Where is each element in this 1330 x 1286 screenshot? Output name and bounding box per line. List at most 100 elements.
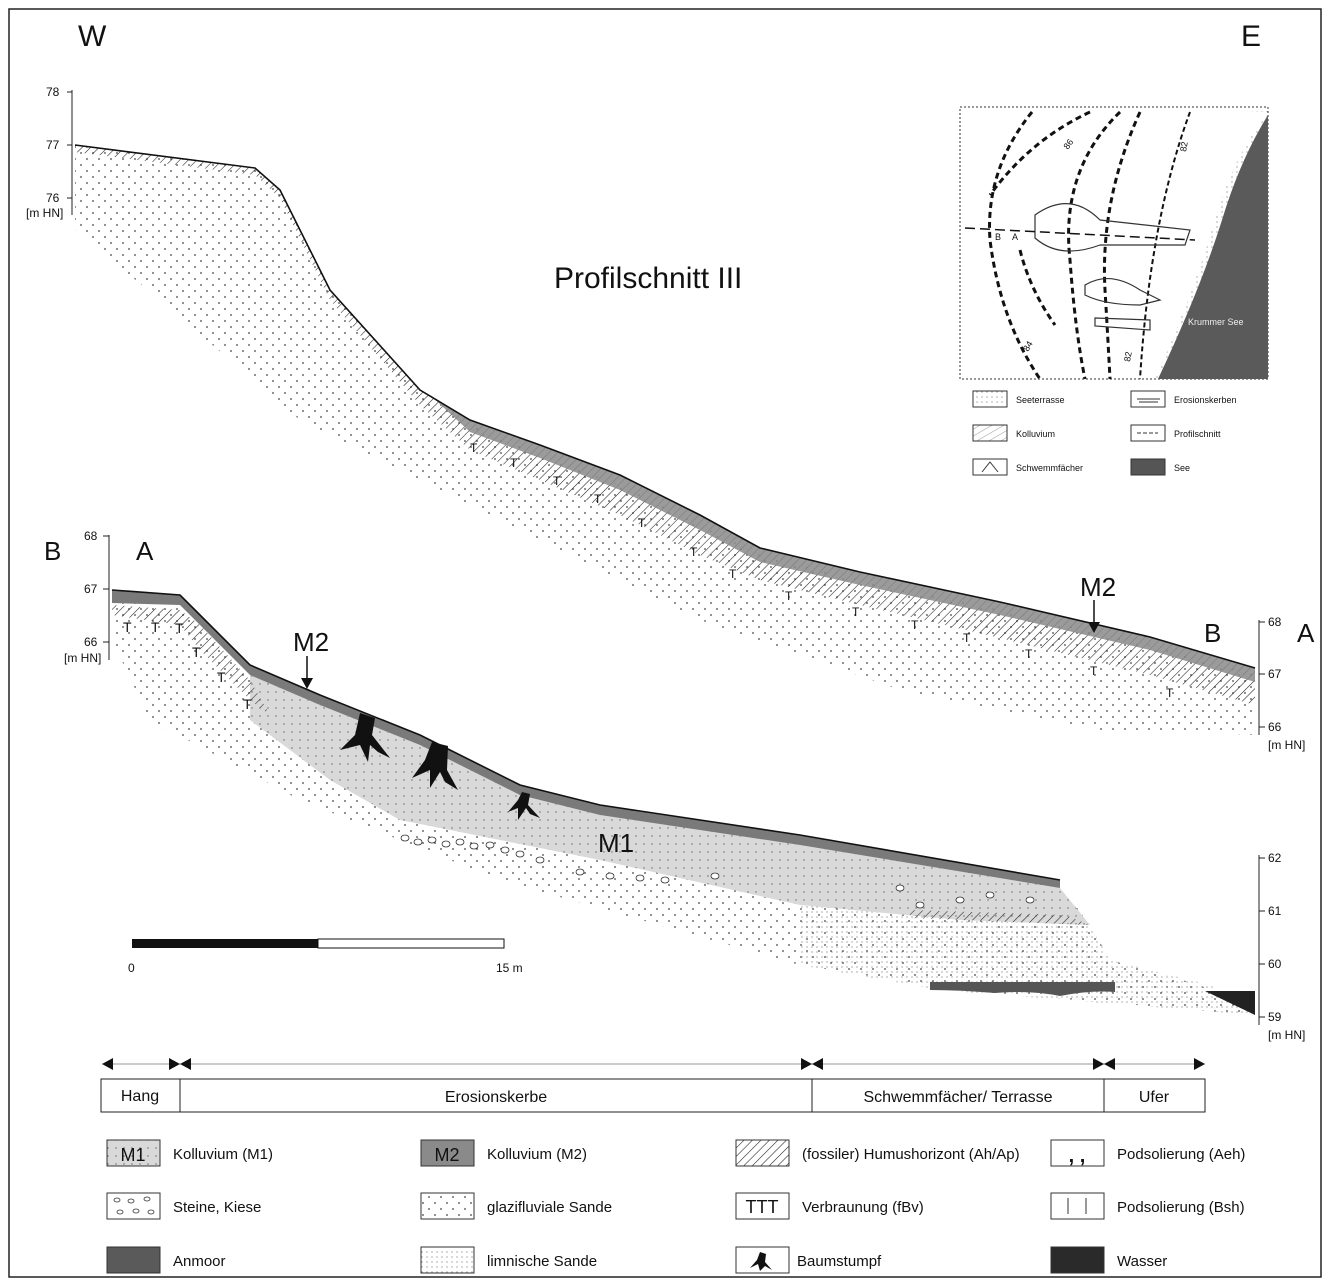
upper-m2-band — [430, 395, 1255, 682]
legend-swatch-text: M2 — [434, 1145, 459, 1165]
segment-erosionskerbe: Erosionskerbe — [445, 1089, 547, 1106]
svg-text:, ,: , , — [1069, 1145, 1086, 1167]
inset-section-line — [964, 227, 1196, 241]
legend-label: Podsolierung (Aeh) — [1117, 1146, 1245, 1163]
west-label: W — [78, 20, 107, 53]
fbv-marker: T — [217, 669, 226, 685]
tree-stump-icon — [508, 792, 540, 820]
upper-m2-arrow — [1088, 622, 1100, 633]
legend-swatch — [420, 1139, 475, 1167]
contour-line — [988, 111, 1042, 380]
tree-stump-icon — [412, 742, 458, 790]
upper-tick: 78 — [46, 85, 60, 99]
fbv-marker: T — [963, 631, 971, 645]
fbv-marker: T — [594, 492, 602, 506]
lower-m1-body — [250, 675, 1090, 925]
legend-swatch — [735, 1192, 790, 1220]
tree-stump-icon — [340, 713, 390, 762]
figure-frame — [8, 8, 1322, 1278]
fbv-marker: T — [785, 589, 793, 603]
contour-line — [988, 110, 1091, 196]
legend-swatch — [1050, 1192, 1105, 1220]
legend-swatch — [735, 1139, 790, 1167]
inset-erosion-channel — [1084, 278, 1162, 306]
legend-swatch — [1050, 1139, 1105, 1167]
segment-schwemmfaecher: Schwemmfächer/ Terrasse — [863, 1089, 1052, 1106]
lower-tick: 66 — [84, 635, 98, 649]
upper-sand-body — [75, 145, 1255, 735]
upper-right-tick: 66 — [1268, 720, 1282, 734]
fbv-marker: T — [243, 696, 252, 712]
contour-label: 84 — [1021, 339, 1035, 353]
inset-lake-label: Krummer See — [1188, 317, 1244, 327]
segment-ufer: Ufer — [1139, 1089, 1170, 1106]
legend-swatch-text: TTT — [746, 1197, 779, 1217]
lower-start-a: A — [136, 536, 154, 566]
inset-lake — [1158, 115, 1268, 379]
upper-right-tick: 67 — [1268, 667, 1282, 681]
contour-label: 82 — [1122, 351, 1134, 363]
inset-section-b: B — [995, 232, 1001, 242]
legend-swatch — [106, 1246, 161, 1274]
fbv-marker: T — [175, 620, 184, 636]
lower-right-unit: [m HN] — [1268, 1028, 1305, 1042]
fbv-marker: T — [1090, 664, 1098, 678]
lower-right-tick: 62 — [1268, 851, 1282, 865]
upper-surface-line — [74, 144, 1256, 669]
upper-right-tick: 68 — [1268, 615, 1282, 629]
lower-humus-band — [112, 605, 270, 715]
upper-end-b: B — [1204, 618, 1221, 648]
legend-label: (fossiler) Humushorizont (Ah/Ap) — [802, 1146, 1020, 1163]
inset-legend-label: Schwemmfächer — [1016, 463, 1083, 473]
segment-hang: Hang — [121, 1088, 159, 1105]
inset-erosion-channel — [1094, 317, 1151, 331]
contour-line — [1018, 249, 1057, 326]
fbv-marker: T — [510, 456, 518, 470]
lower-m1-label: M1 — [598, 828, 634, 858]
inset-legend: Seeterrasse Erosionskerben Kolluvium Pro… — [972, 390, 1237, 476]
anmoor-lens — [930, 982, 1115, 996]
inset-erosion-channel — [1034, 203, 1191, 252]
legend-label: glazifluviale Sande — [487, 1199, 612, 1216]
lower-start-b: B — [44, 536, 61, 566]
lower-right-tick: 61 — [1268, 904, 1282, 918]
fbv-marker: T — [470, 441, 478, 455]
water-wedge — [1205, 991, 1255, 1015]
upper-profile: 78 77 76 [m HN] T T T T T T T T T T T T … — [26, 85, 1315, 752]
lower-tick: 68 — [84, 529, 98, 543]
inset-map: Krummer See B A 86 84 82 82 Seeterrasse … — [959, 106, 1270, 476]
legend-swatch — [420, 1192, 475, 1220]
lower-tick: 67 — [84, 582, 98, 596]
inset-legend-label: Profilschnitt — [1174, 429, 1221, 439]
legend-swatch — [106, 1192, 161, 1220]
fbv-marker: T — [1025, 647, 1033, 661]
inset-legend-label: See — [1174, 463, 1190, 473]
fbv-marker: T — [123, 619, 132, 635]
legend-label: Podsolierung (Bsh) — [1117, 1199, 1245, 1216]
tree-stumps — [340, 713, 540, 820]
segment-bar: Hang Erosionskerbe Schwemmfächer/ Terras… — [100, 1058, 1206, 1113]
contour-label: 86 — [1061, 137, 1075, 151]
legend-swatch-text: M1 — [120, 1145, 145, 1165]
inset-legend-label: Erosionskerben — [1174, 395, 1237, 405]
fbv-marker: T — [192, 644, 201, 660]
upper-end-a: A — [1297, 618, 1315, 648]
legend-label: Anmoor — [173, 1253, 226, 1270]
scale-end: 15 m — [496, 961, 523, 975]
upper-axis-unit: [m HN] — [26, 206, 63, 220]
legend-swatch — [1050, 1246, 1105, 1274]
lower-surface-line — [111, 589, 1061, 881]
upper-m2-label: M2 — [1080, 572, 1116, 602]
legend-label: Verbraunung (fBv) — [802, 1199, 924, 1216]
fbv-marker: T — [553, 474, 561, 488]
upper-tick: 76 — [46, 191, 60, 205]
figure-title: Profilschnitt III — [554, 262, 742, 295]
contour-label: 82 — [1178, 141, 1190, 153]
legend-label: limnische Sande — [487, 1253, 597, 1270]
upper-right-unit: [m HN] — [1268, 738, 1305, 752]
lower-m2-arrow — [301, 678, 313, 689]
lower-limnic-sands — [800, 900, 1255, 1015]
scale-start: 0 — [128, 961, 135, 975]
